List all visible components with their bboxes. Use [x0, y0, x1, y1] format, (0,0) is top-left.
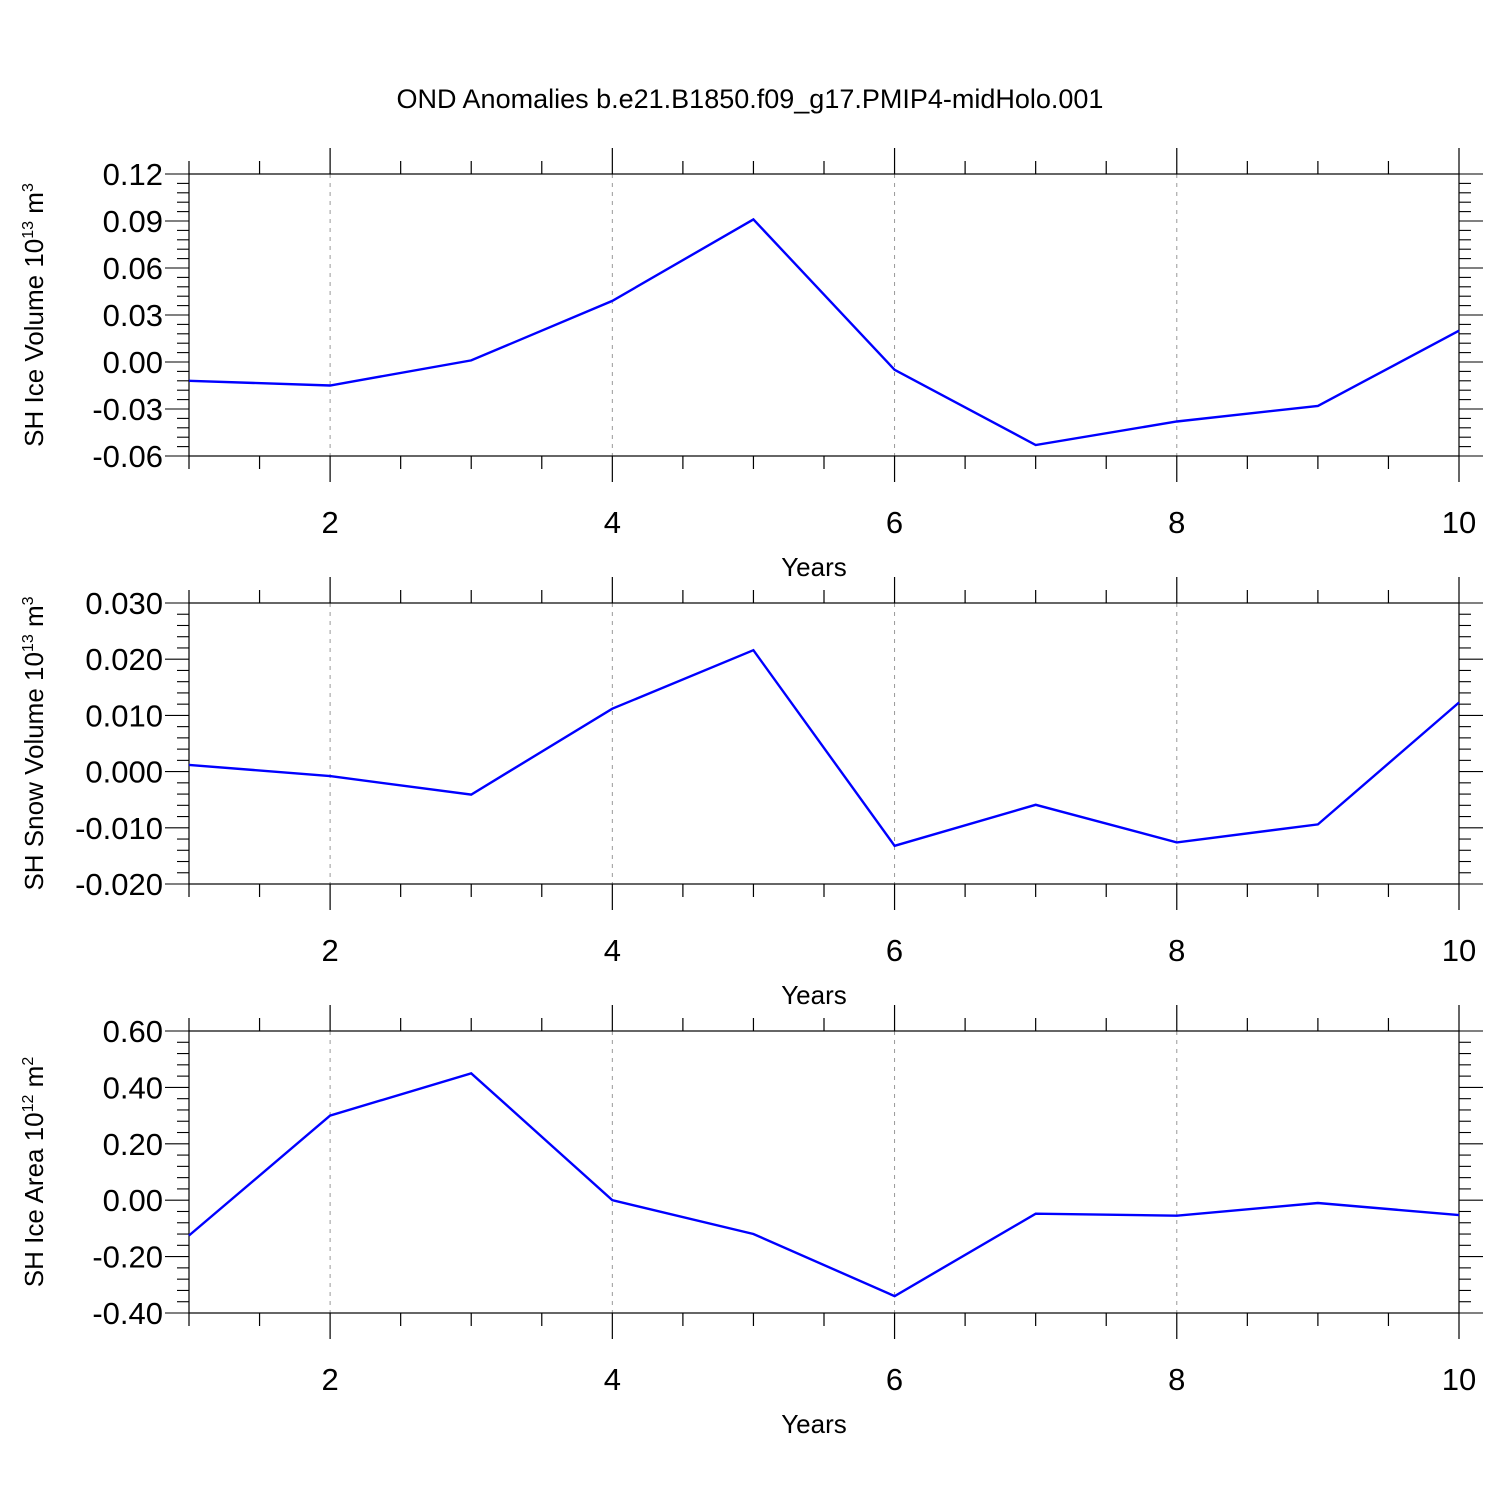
- y-tick-label: 0.12: [103, 157, 163, 192]
- y-tick-label: -0.020: [75, 867, 163, 902]
- chart-panel-ice-area: -0.40 -0.20 0.00 0.20 0.40 0.60 2 4 6 8 10 Years SH …: [19, 1005, 1483, 1439]
- x-tick-label: 2: [321, 933, 338, 968]
- x-tick-label: 10: [1442, 933, 1476, 968]
- series-line-ice-area: [188, 1071, 1460, 1298]
- y-axis-label-unit: m: [19, 605, 49, 634]
- x-tick-label: 6: [886, 1362, 903, 1397]
- plot-frame: [188, 1030, 1460, 1314]
- chart-panel-snow-volume: -0.020 -0.010 0.000 0.010 0.020 0.030 2 4 6 8 10 Ye…: [19, 577, 1483, 1010]
- y-tick-label: 0.00: [103, 1183, 163, 1218]
- y-tick-label: -0.06: [92, 439, 163, 474]
- y-axis-label-exponent: 13: [20, 634, 37, 652]
- x-tick-label: 2: [321, 505, 338, 540]
- x-tick-label: 2: [321, 1362, 338, 1397]
- x-axis-label: Years: [781, 552, 847, 582]
- y-tick-label: 0.09: [103, 204, 163, 239]
- plot-frame: [188, 173, 1460, 457]
- y-tick-label: 0.03: [103, 298, 163, 333]
- y-tick-label: 0.40: [103, 1070, 163, 1105]
- y-axis-label-exponent: 12: [20, 1094, 37, 1112]
- x-tick-label: 6: [886, 933, 903, 968]
- x-tick-label: 8: [1168, 933, 1185, 968]
- chart-panel-ice-volume: -0.06 -0.03 0.00 0.03 0.06 0.09 0.12 2 4 6 8 10 Year…: [19, 148, 1483, 582]
- y-tick-label: -0.20: [92, 1240, 163, 1275]
- y-axis-label-exponent: 13: [20, 221, 37, 239]
- y-axis-label-unit-exponent: 3: [20, 596, 37, 605]
- x-tick-label: 8: [1168, 505, 1185, 540]
- x-tick-label: 8: [1168, 1362, 1185, 1397]
- y-axis-label-main: SH Ice Volume 10: [19, 239, 49, 447]
- x-tick-label: 6: [886, 505, 903, 540]
- y-tick-label: -0.40: [92, 1296, 163, 1331]
- series-line-snow-volume: [188, 648, 1460, 848]
- y-tick-label: 0.010: [85, 698, 163, 733]
- page-title: OND Anomalies b.e21.B1850.f09_g17.PMIP4-…: [396, 84, 1104, 114]
- y-tick-label: 0.20: [103, 1127, 163, 1162]
- x-tick-label: 4: [604, 1362, 621, 1397]
- y-tick-label: -0.03: [92, 392, 163, 427]
- y-tick-label: -0.010: [75, 811, 163, 846]
- y-axis-label: SH Ice Area 1012 m2: [19, 1057, 49, 1288]
- y-axis-label: SH Snow Volume 1013 m3: [19, 596, 49, 890]
- y-axis-label-unit-exponent: 3: [20, 183, 37, 192]
- x-axis-label: Years: [781, 1409, 847, 1439]
- y-tick-label: 0.06: [103, 251, 163, 286]
- y-axis-label-main: SH Ice Area 10: [19, 1112, 49, 1287]
- x-tick-label: 4: [604, 933, 621, 968]
- y-axis-label-unit: m: [19, 192, 49, 221]
- y-tick-label: 0.030: [85, 586, 163, 621]
- series-line-ice-volume: [188, 217, 1460, 447]
- x-tick-label: 4: [604, 505, 621, 540]
- x-tick-label: 10: [1442, 1362, 1476, 1397]
- y-tick-label: 0.020: [85, 642, 163, 677]
- y-tick-label: 0.000: [85, 755, 163, 790]
- y-axis-label-main: SH Snow Volume 10: [19, 652, 49, 890]
- x-axis-label: Years: [781, 980, 847, 1010]
- x-tick-label: 10: [1442, 505, 1476, 540]
- y-axis-label-unit-exponent: 2: [20, 1057, 37, 1066]
- y-tick-label: 0.60: [103, 1014, 163, 1049]
- y-tick-label: 0.00: [103, 345, 163, 380]
- plot-frame: [188, 602, 1460, 885]
- y-axis-label-unit: m: [19, 1066, 49, 1095]
- y-axis-label: SH Ice Volume 1013 m3: [19, 183, 49, 447]
